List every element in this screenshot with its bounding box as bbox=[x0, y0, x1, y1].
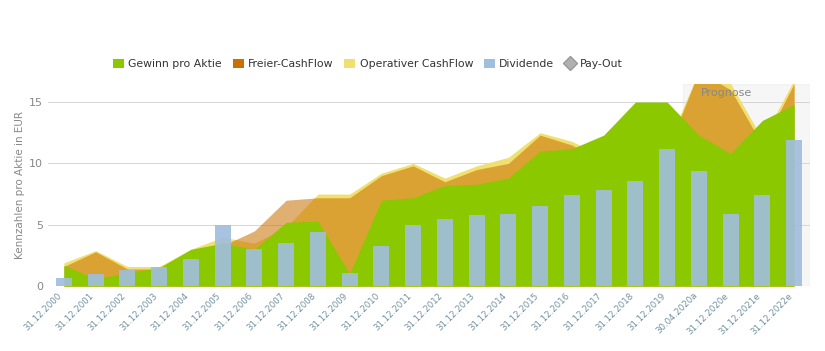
Bar bbox=[683, 84, 810, 286]
Bar bbox=[214, 225, 230, 286]
Bar bbox=[501, 214, 516, 286]
Bar bbox=[278, 243, 294, 286]
Bar bbox=[532, 206, 548, 286]
Bar bbox=[87, 274, 104, 286]
Bar bbox=[151, 266, 167, 286]
Legend: Gewinn pro Aktie, Freier-CashFlow, Operativer CashFlow, Dividende, Pay-Out: Gewinn pro Aktie, Freier-CashFlow, Opera… bbox=[109, 55, 627, 73]
Bar bbox=[247, 249, 262, 286]
Bar bbox=[183, 259, 199, 286]
Bar bbox=[342, 273, 357, 286]
Bar bbox=[596, 190, 611, 286]
Y-axis label: Kennzahlen pro Aktie in EUR: Kennzahlen pro Aktie in EUR bbox=[15, 111, 25, 259]
Bar bbox=[628, 180, 644, 286]
Bar bbox=[786, 140, 802, 286]
Bar bbox=[56, 278, 72, 286]
Bar bbox=[310, 232, 326, 286]
Bar bbox=[120, 270, 135, 286]
Bar bbox=[374, 246, 389, 286]
Bar bbox=[469, 215, 484, 286]
Bar bbox=[691, 171, 707, 286]
Bar bbox=[405, 225, 421, 286]
Text: Prognose: Prognose bbox=[700, 88, 752, 98]
Bar bbox=[437, 219, 453, 286]
Bar bbox=[659, 149, 675, 286]
Bar bbox=[564, 195, 580, 286]
Bar bbox=[754, 195, 771, 286]
Bar bbox=[723, 214, 738, 286]
